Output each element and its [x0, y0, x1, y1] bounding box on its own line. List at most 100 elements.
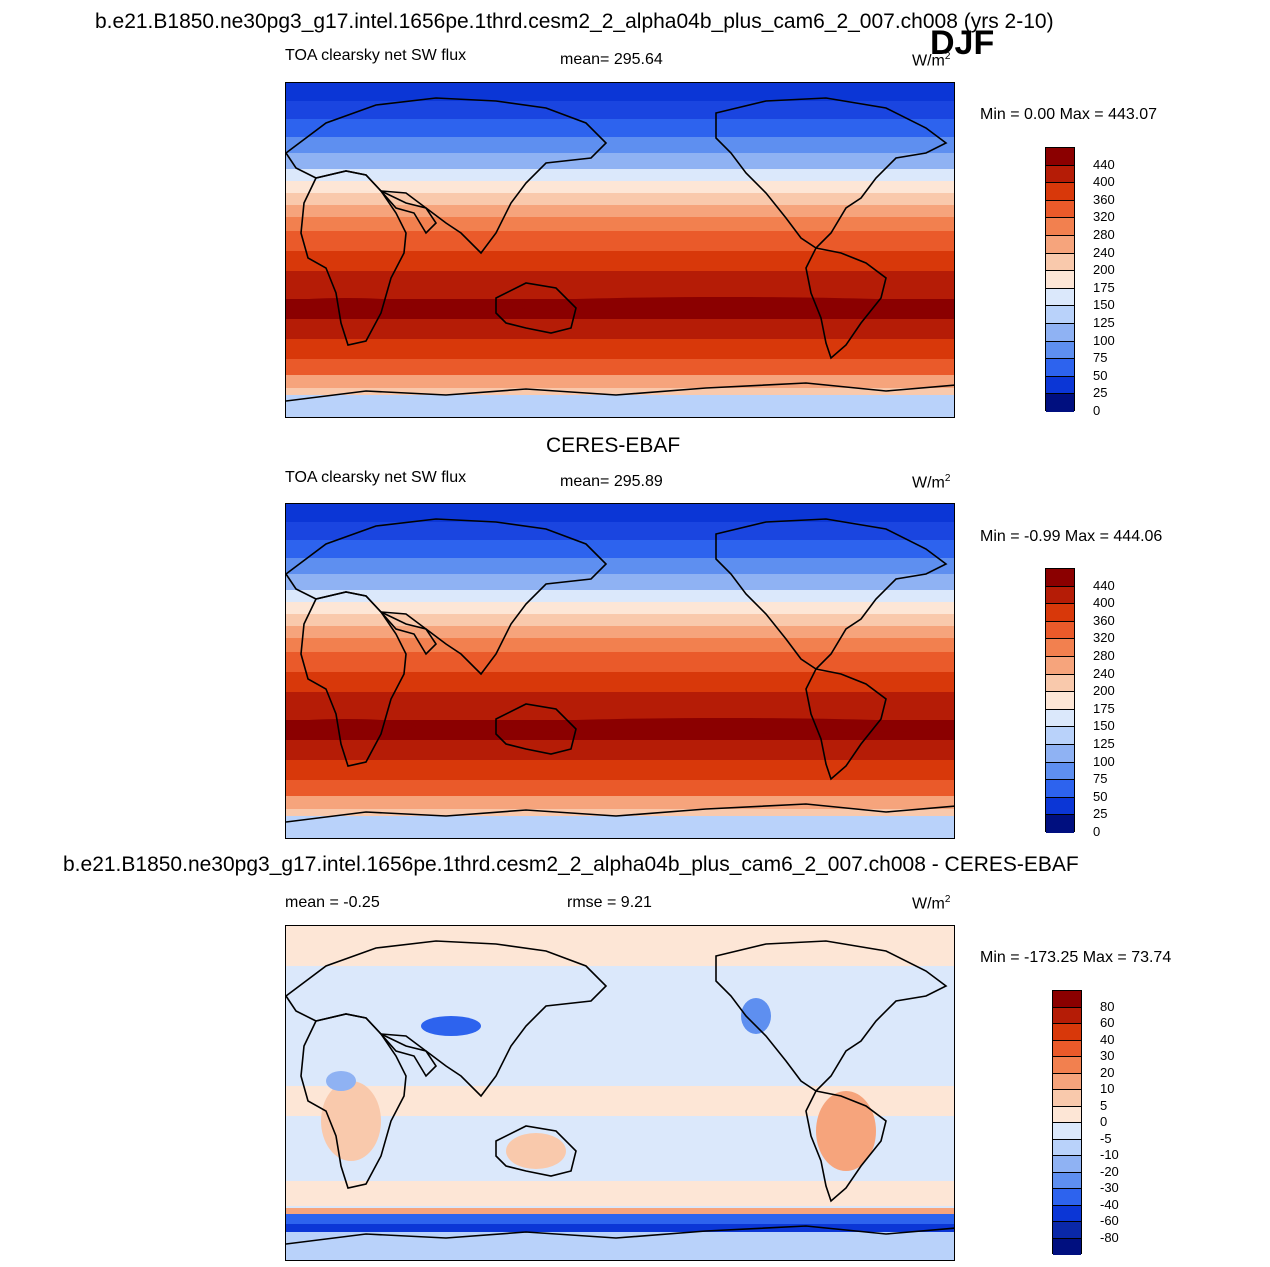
colorbar-tick-label: 240 — [1093, 665, 1115, 681]
coastline — [805, 247, 887, 360]
coastline — [286, 1225, 954, 1245]
field-band — [286, 137, 954, 154]
colorbar-swatch — [1053, 1106, 1081, 1123]
figure-title: b.e21.B1850.ne30pg3_g17.intel.1656pe.1th… — [95, 10, 1054, 33]
field-band — [286, 602, 954, 615]
panel2-variable: TOA clearsky net SW flux — [285, 469, 467, 486]
panel2-map — [285, 503, 955, 839]
field-band — [496, 718, 954, 734]
colorbar-tick-label: 280 — [1093, 227, 1115, 242]
colorbar-tick-label: 320 — [1093, 209, 1115, 225]
colorbar-swatch — [1053, 1007, 1081, 1024]
colorbar-swatch — [1053, 1123, 1081, 1140]
field-band — [286, 339, 954, 360]
field-band — [286, 816, 954, 838]
colorbar-tick-label: -60 — [1100, 1213, 1119, 1228]
colorbar-swatch — [1046, 341, 1074, 360]
panel3-minmax: Min = -173.25 Max = 73.74 — [980, 949, 1172, 966]
panel2-minmax: Min = -0.99 Max = 444.06 — [980, 528, 1163, 545]
colorbar-swatch — [1046, 744, 1074, 763]
colorbar-tick-label: 25 — [1093, 806, 1108, 822]
panel1-colorbar — [1045, 147, 1075, 412]
colorbar-swatch — [1053, 1090, 1081, 1107]
colorbar-swatch — [1046, 183, 1074, 201]
field-band — [286, 672, 954, 693]
colorbar-swatch — [1053, 1238, 1081, 1255]
colorbar-tick-label: 440 — [1093, 156, 1115, 172]
field-band — [286, 626, 954, 639]
colorbar-swatch — [1046, 253, 1074, 272]
anomaly-patch — [816, 1091, 876, 1171]
field-band — [286, 319, 954, 340]
panel3-rmse: rmse = 9.21 — [567, 894, 652, 911]
colorbar-tick-label: 5 — [1100, 1097, 1108, 1113]
panel2-mean: mean= 295.89 — [560, 473, 663, 490]
coastline — [379, 1033, 438, 1078]
colorbar-swatch — [1053, 1156, 1081, 1173]
colorbar-swatch — [1046, 780, 1074, 798]
colorbar-swatch — [1046, 235, 1074, 254]
field-band — [286, 251, 954, 272]
coastline — [495, 703, 577, 755]
colorbar-swatch — [1046, 271, 1074, 289]
colorbar-tick-label: 175 — [1093, 700, 1115, 716]
coastline — [286, 382, 954, 402]
colorbar-tick-label: 360 — [1093, 612, 1115, 628]
colorbar-tick-label: 175 — [1093, 279, 1115, 295]
panel3-units: W/m2 — [912, 894, 951, 913]
colorbar-tick-label: 30 — [1100, 1048, 1115, 1063]
colorbar-tick-label: 150 — [1093, 718, 1115, 734]
coastline — [715, 97, 948, 250]
colorbar-tick-label: 125 — [1093, 315, 1115, 330]
colorbar-tick-label: 360 — [1093, 191, 1115, 207]
field-band — [286, 574, 954, 591]
colorbar-tick-label: 50 — [1093, 788, 1108, 804]
field-band — [286, 614, 954, 627]
anomaly-patch — [421, 1016, 481, 1036]
field-band — [286, 83, 954, 102]
field-band — [286, 205, 954, 218]
colorbar-swatch — [1053, 1057, 1081, 1074]
colorbar-swatch — [1053, 1189, 1081, 1206]
colorbar-tick-label: -10 — [1100, 1147, 1119, 1162]
colorbar-tick-label: 50 — [1093, 367, 1108, 383]
field-band — [286, 1214, 954, 1224]
field-band — [286, 504, 954, 523]
panel2-units: W/m2 — [912, 473, 951, 492]
field-band — [286, 169, 954, 182]
field-band — [286, 558, 954, 575]
coastline — [286, 940, 608, 1098]
colorbar-tick-label: -40 — [1100, 1196, 1119, 1212]
anomaly-patch — [326, 1071, 356, 1091]
coastline — [805, 668, 887, 781]
season-label: DJF — [930, 24, 995, 62]
colorbar-swatch — [1046, 674, 1074, 693]
colorbar-tick-label: 100 — [1093, 753, 1115, 769]
colorbar-swatch — [1046, 394, 1074, 412]
colorbar-tick-label: -5 — [1100, 1130, 1112, 1146]
colorbar-tick-label: 280 — [1093, 648, 1115, 663]
colorbar-tick-label: 40 — [1100, 1031, 1115, 1047]
colorbar-swatch — [1046, 288, 1074, 307]
panel1-map — [285, 82, 955, 418]
colorbar-swatch — [1046, 586, 1074, 605]
panel2-heading: CERES-EBAF — [546, 434, 681, 457]
colorbar-tick-label: 440 — [1093, 577, 1115, 593]
colorbar-swatch — [1046, 200, 1074, 219]
field-band — [286, 590, 954, 603]
colorbar-tick-label: 0 — [1093, 403, 1101, 418]
colorbar-tick-label: 150 — [1093, 297, 1115, 313]
field-band — [286, 359, 954, 376]
coastline — [805, 1090, 887, 1203]
panel1-mean: mean= 295.64 — [560, 51, 663, 68]
colorbar-tick-label: -80 — [1100, 1229, 1119, 1245]
colorbar-swatch — [1046, 148, 1074, 166]
colorbar-swatch — [1046, 569, 1074, 587]
field-band — [286, 540, 954, 559]
field-band — [496, 297, 954, 313]
field-band — [286, 760, 954, 781]
field-band — [286, 193, 954, 206]
field-band — [286, 1208, 954, 1214]
field-band — [286, 101, 954, 120]
field-band — [286, 388, 954, 396]
